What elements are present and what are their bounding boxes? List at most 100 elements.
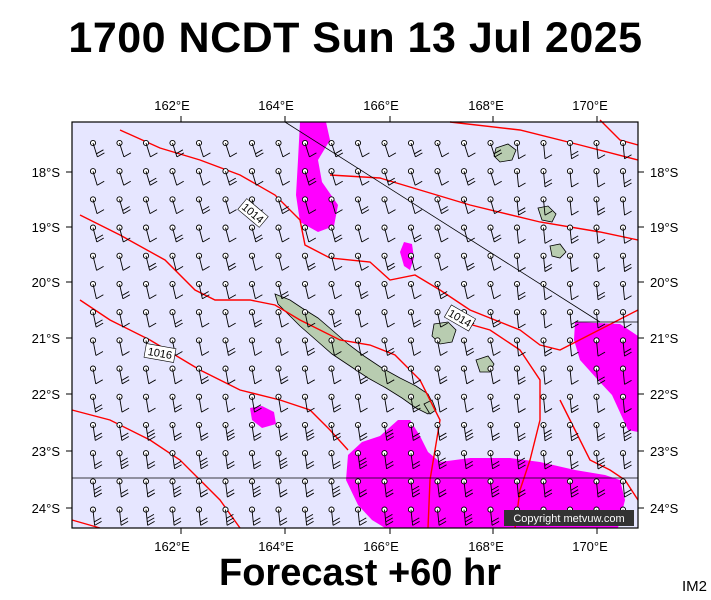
longitude-labels-bottom: 162°E 164°E 166°E 168°E 170°E [154,539,608,554]
wind-barb [513,421,526,442]
wind-barb [434,139,450,158]
wind-barbs [89,139,632,526]
wind-barb [407,478,421,498]
wind-barb [381,224,396,243]
wind-barb [540,365,553,385]
lon-label: 164°E [258,539,294,554]
lat-label: 20°S [32,275,61,290]
wind-barb [487,168,502,186]
wind-barb [169,224,184,243]
isobar [599,119,639,146]
wind-barb [487,365,501,385]
wind-barb [460,337,475,356]
wind-barb [619,450,632,470]
wind-barb [222,252,237,271]
wind-barb [487,421,501,441]
wind-barb [275,506,288,526]
wind-barb [222,224,237,243]
wind-barb [619,252,632,272]
wind-barb [566,224,579,244]
wind-barb [195,224,211,243]
wind-barb [434,252,449,271]
svg-text:1016: 1016 [147,346,173,362]
wind-barb [116,309,130,328]
wind-barb [275,280,290,300]
image-code: IM2 [681,578,707,595]
wind-barb [275,309,289,328]
wind-barb [89,478,103,498]
wind-barb [195,252,210,271]
wind-barb [248,280,263,300]
wind-barb [89,224,105,243]
wind-barb [513,280,526,301]
wind-barb [513,337,526,357]
wind-barb [89,139,105,158]
aneityum-island [549,243,567,259]
wind-barb [487,139,503,158]
wind-barb [407,196,423,215]
wind-barb [619,309,632,329]
wind-barb [487,196,502,215]
wind-barb [142,224,158,243]
wind-barb [487,280,502,300]
lat-label: 24°S [650,501,679,516]
wind-barb [407,450,421,470]
isle-of-pines [423,399,437,415]
wind-barb [169,506,182,526]
wind-barb [593,393,606,413]
lat-label: 24°S [32,501,61,516]
wind-barb [540,139,553,160]
isobar [454,319,541,529]
wind-barb [407,139,423,158]
wind-barb [381,252,396,271]
wind-barb [487,337,501,356]
wind-barb [354,280,369,300]
wind-barb [142,393,156,413]
wind-barb [275,196,290,215]
wind-barb [566,421,579,442]
wind-barb [407,365,421,385]
wind-barb [381,478,394,498]
wind-barb [195,365,209,385]
wind-barb [354,506,367,526]
wind-barb [328,196,343,215]
map-frame [71,121,639,529]
lon-label: 168°E [468,539,504,554]
wind-barb [566,309,579,329]
wind-barb [222,506,235,526]
wind-barb [407,506,420,526]
wind-barb [275,139,291,158]
wind-barb [434,450,447,470]
wind-barb [301,280,316,300]
wind-barb [566,139,579,160]
wind-barb [142,168,158,186]
wind-barb [487,252,502,271]
isobar [71,409,241,529]
wind-barb [248,421,262,441]
lat-label: 19°S [32,220,61,235]
wind-barb [619,365,632,385]
wind-barb [275,365,289,385]
wind-barb [222,478,235,498]
wind-barb [169,478,182,498]
wind-barb [460,506,473,526]
wind-barb [248,393,262,413]
wind-barb [328,506,341,526]
wind-barb [513,252,526,272]
rain-areas [250,122,638,528]
wind-barb [301,224,317,243]
wind-barb [593,168,606,188]
wind-barb [619,224,632,244]
wind-barb [381,139,397,158]
wind-barb [407,421,421,441]
wind-barb [116,168,131,186]
wind-barb [593,421,606,442]
wind-barb [407,252,422,271]
wind-barb [460,168,476,186]
wind-barb [116,506,129,526]
wind-barb [619,196,632,216]
wind-barb [513,168,526,188]
isobar [449,121,639,161]
wind-barb [248,224,264,243]
wind-barb [566,450,579,470]
